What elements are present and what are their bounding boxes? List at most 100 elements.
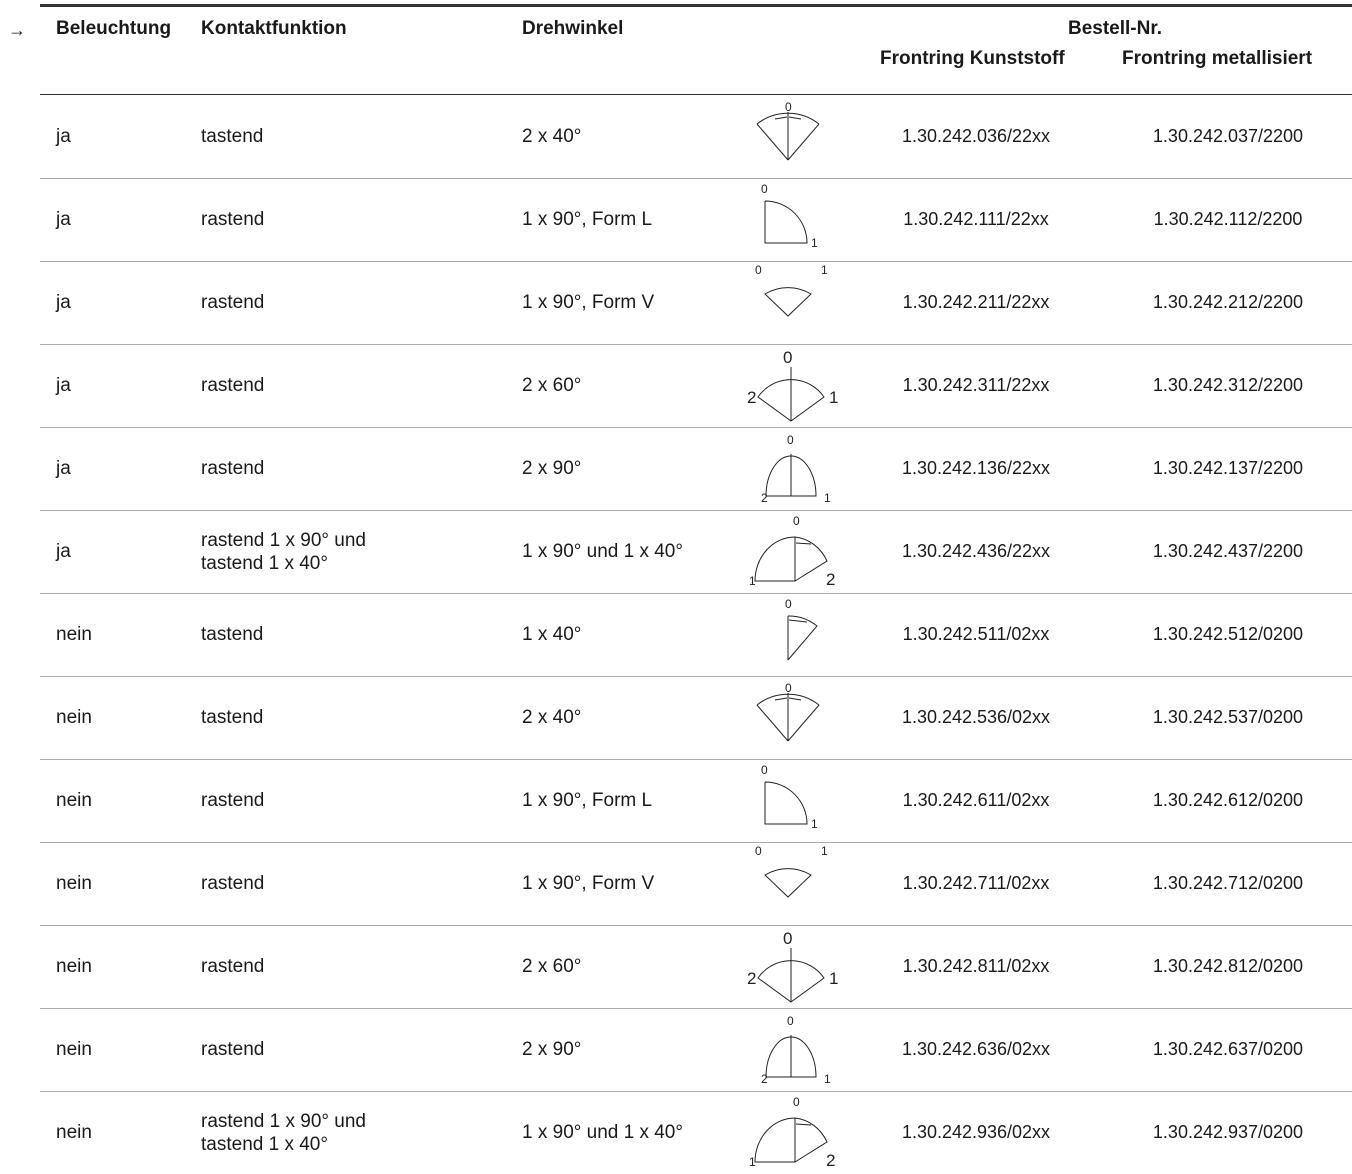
header-frontring-metallisiert: Frontring metallisiert [1122, 48, 1313, 69]
cell-frontring-metallisiert: 1.30.242.537/0200 [1152, 707, 1304, 727]
header-frontring-kunststoff: Frontring Kunststoff [880, 48, 1065, 69]
cell-frontring-kunststoff: 1.30.242.611/02xx [902, 790, 1050, 810]
cell-drehwinkel: 1 x 40° [522, 623, 582, 645]
cell-kontaktfunktion: rastend 1 x 90° und tastend 1 x 40° [201, 1110, 366, 1155]
svg-text:0: 0 [755, 264, 762, 277]
cell-frontring-kunststoff: 1.30.242.936/02xx [901, 1122, 1051, 1142]
svg-text:1: 1 [824, 1072, 831, 1086]
cell-drehwinkel: 1 x 90°, Form V [522, 291, 655, 313]
cell-frontring-metallisiert: 1.30.242.312/2200 [1152, 375, 1304, 395]
svg-text:0: 0 [785, 681, 792, 695]
angle-symbol-icon: 0 1 [761, 763, 818, 831]
svg-text:0: 0 [787, 433, 794, 447]
cell-frontring-kunststoff: 1.30.242.536/02xx [901, 707, 1051, 727]
cell-beleuchtung: nein [56, 1038, 92, 1060]
table-row: ja rastend 2 x 90° 0 2 1 1.30.242.136/22xx 1.… [40, 427, 1352, 511]
svg-text:1: 1 [821, 264, 828, 277]
header-beleuchtung: Beleuchtung [56, 18, 172, 39]
cell-frontring-metallisiert: 1.30.242.112/2200 [1153, 209, 1303, 229]
switching-angle-diagram: 0 2 1 [726, 427, 856, 510]
cell-frontring-metallisiert: 1.30.242.712/0200 [1152, 873, 1304, 893]
cell-beleuchtung: ja [56, 540, 71, 562]
cell-frontring-kunststoff: 1.30.242.636/02xx [901, 1039, 1051, 1059]
cell-drehwinkel: 1 x 90°, Form L [522, 208, 653, 230]
table-row: ja rastend 1 x 90° und tastend 1 x 40° 1 x… [40, 510, 1352, 594]
switching-angle-diagram: 0 1 [726, 178, 856, 261]
cell-frontring-kunststoff: 1.30.242.811/02xx [902, 956, 1050, 976]
svg-text:2: 2 [747, 969, 756, 988]
svg-text:1: 1 [811, 817, 818, 831]
header-kontaktfunktion: Kontaktfunktion [201, 18, 347, 39]
cell-beleuchtung: ja [56, 457, 71, 479]
cell-beleuchtung: ja [56, 208, 71, 230]
svg-text:1: 1 [824, 491, 831, 505]
cell-kontaktfunktion: rastend [201, 955, 265, 977]
table-row: nein tastend 2 x 40° 0 1.30.242.536/02xx 1.3… [40, 676, 1352, 760]
svg-text:2: 2 [826, 1151, 835, 1170]
angle-symbol-icon: 0 [756, 681, 820, 741]
table-row: nein tastend 1 x 40° 0 1.30.242.511/02xx 1.3… [40, 593, 1352, 677]
cell-drehwinkel: 2 x 90° [522, 457, 582, 479]
cell-frontring-kunststoff: 1.30.242.211/22xx [902, 292, 1050, 312]
svg-text:0: 0 [783, 929, 792, 948]
svg-text:0: 0 [785, 597, 792, 611]
cell-beleuchtung: nein [56, 872, 92, 894]
cell-drehwinkel: 1 x 90° und 1 x 40° [522, 1121, 683, 1143]
cell-drehwinkel: 2 x 40° [522, 125, 582, 147]
cell-beleuchtung: nein [56, 706, 92, 728]
cell-beleuchtung: ja [56, 291, 71, 313]
svg-text:0: 0 [785, 100, 792, 114]
table-row: nein rastend 2 x 90° 0 2 1 1.30.242.636/02xx… [40, 1008, 1352, 1092]
cell-frontring-metallisiert: 1.30.242.637/0200 [1152, 1039, 1304, 1059]
svg-text:1: 1 [749, 574, 756, 588]
cell-beleuchtung: nein [56, 955, 92, 977]
cell-frontring-metallisiert: 1.30.242.137/2200 [1152, 458, 1304, 478]
cell-kontaktfunktion: rastend [201, 291, 265, 313]
top-rule [40, 4, 1352, 7]
cell-frontring-kunststoff: 1.30.242.111/22xx [903, 209, 1049, 229]
cell-kontaktfunktion: rastend 1 x 90° und tastend 1 x 40° [201, 529, 366, 574]
table-row: ja rastend 1 x 90°, Form L 0 1 1.30.242.111/… [40, 178, 1352, 262]
cell-beleuchtung: nein [56, 1121, 92, 1143]
cell-frontring-metallisiert: 1.30.242.812/0200 [1152, 956, 1304, 976]
cell-kontaktfunktion: tastend [201, 125, 264, 147]
table-row: nein rastend 1 x 90° und tastend 1 x 40° 1… [40, 1091, 1352, 1174]
switching-angle-diagram: 0 2 1 [726, 925, 856, 1008]
cell-kontaktfunktion: rastend [201, 374, 265, 396]
svg-text:1: 1 [821, 845, 828, 858]
svg-text:2: 2 [826, 570, 835, 589]
cell-beleuchtung: ja [56, 125, 71, 147]
table-row: nein rastend 1 x 90°, Form L 0 1 1.30.242.61… [40, 759, 1352, 843]
cell-drehwinkel: 1 x 90°, Form V [522, 872, 655, 894]
cell-beleuchtung: nein [56, 789, 92, 811]
table-row: ja rastend 2 x 60° 0 2 1 1.30.242.311/22xx 1.… [40, 344, 1352, 428]
cell-frontring-metallisiert: 1.30.242.937/0200 [1152, 1122, 1304, 1142]
switching-angle-diagram: 0 [726, 95, 856, 178]
svg-text:0: 0 [761, 763, 768, 777]
svg-text:0: 0 [761, 182, 768, 196]
cell-frontring-metallisiert: 1.30.242.437/2200 [1152, 541, 1304, 561]
table-row: nein rastend 2 x 60° 0 2 1 1.30.242.811/02xx… [40, 925, 1352, 1009]
arrow-icon: → [8, 20, 26, 40]
header-rule [40, 94, 1352, 95]
cell-kontaktfunktion: rastend [201, 457, 265, 479]
angle-symbol-icon: 0 2 1 [761, 433, 831, 505]
angle-symbol-icon: 0 2 1 [747, 929, 838, 1003]
svg-text:0: 0 [793, 514, 800, 528]
switching-angle-diagram: 0 [726, 676, 856, 759]
cell-drehwinkel: 1 x 90° und 1 x 40° [522, 540, 683, 562]
cell-frontring-metallisiert: 1.30.242.212/2200 [1152, 292, 1304, 312]
cell-frontring-kunststoff: 1.30.242.311/22xx [902, 375, 1050, 395]
cell-frontring-kunststoff: 1.30.242.436/22xx [901, 541, 1051, 561]
svg-text:1: 1 [829, 388, 838, 407]
header-drehwinkel: Drehwinkel [522, 18, 624, 39]
cell-frontring-metallisiert: 1.30.242.512/0200 [1152, 624, 1304, 644]
cell-drehwinkel: 2 x 60° [522, 955, 582, 977]
svg-text:2: 2 [747, 388, 756, 407]
cell-kontaktfunktion: rastend [201, 872, 265, 894]
angle-symbol-icon: 0 [756, 100, 820, 160]
